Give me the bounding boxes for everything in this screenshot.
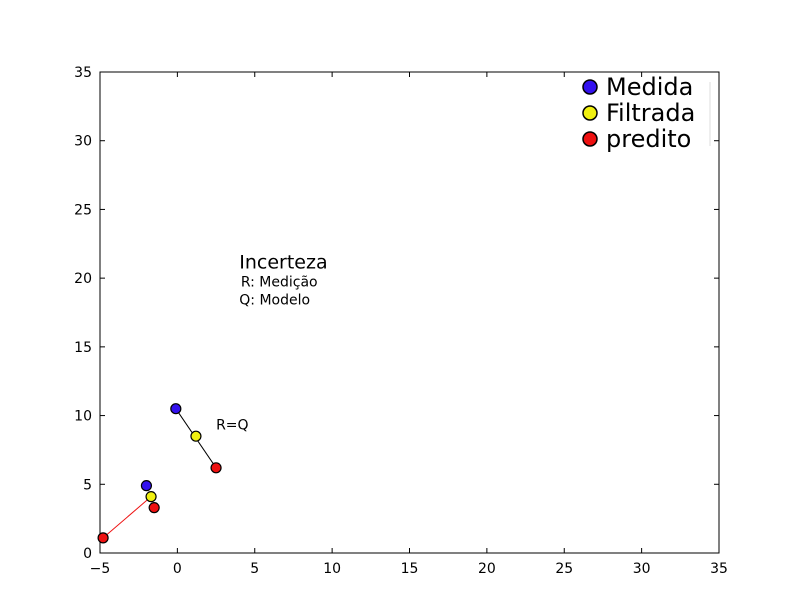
annotation-text: Incerteza (239, 252, 327, 274)
x-tick-label: 15 (401, 561, 419, 577)
legend-label: Filtrada (606, 99, 695, 127)
y-tick-label: 20 (74, 271, 92, 287)
x-tick-label: 5 (250, 561, 259, 577)
y-tick-label: 30 (74, 134, 92, 150)
legend-label: predito (606, 125, 691, 153)
data-point-predito (97, 532, 109, 544)
x-tick-label: 35 (710, 561, 728, 577)
data-point-predito (210, 462, 222, 474)
y-tick-label: 35 (74, 65, 92, 81)
y-tick-label: 15 (74, 340, 92, 356)
data-point-predito (148, 502, 160, 514)
annotation-text: Q: Modelo (239, 292, 310, 308)
x-tick-label: 20 (478, 561, 496, 577)
data-point-medida (140, 480, 153, 492)
x-tick-label: −5 (90, 561, 111, 577)
x-tick-label: 30 (633, 561, 651, 577)
legend-marker (582, 131, 598, 147)
legend-marker (582, 79, 598, 95)
x-tick-label: 25 (555, 561, 573, 577)
y-tick-label: 0 (83, 546, 92, 562)
annotation-text: R=Q (216, 417, 248, 433)
y-tick-label: 25 (74, 202, 92, 218)
connector-line (102, 496, 152, 539)
data-point-filtrada (145, 491, 157, 503)
points (97, 403, 222, 544)
legend-marker (582, 105, 598, 121)
x-tick-label: 0 (173, 561, 182, 577)
data-point-medida (170, 403, 182, 415)
y-tick-label: 10 (74, 409, 92, 425)
data-point-filtrada (190, 430, 202, 442)
connectors (102, 408, 217, 539)
x-tick-label: 10 (323, 561, 341, 577)
y-tick-label: 5 (83, 477, 92, 493)
legend-label: Medida (606, 73, 693, 101)
annotation-text: R: Medição (241, 274, 318, 290)
